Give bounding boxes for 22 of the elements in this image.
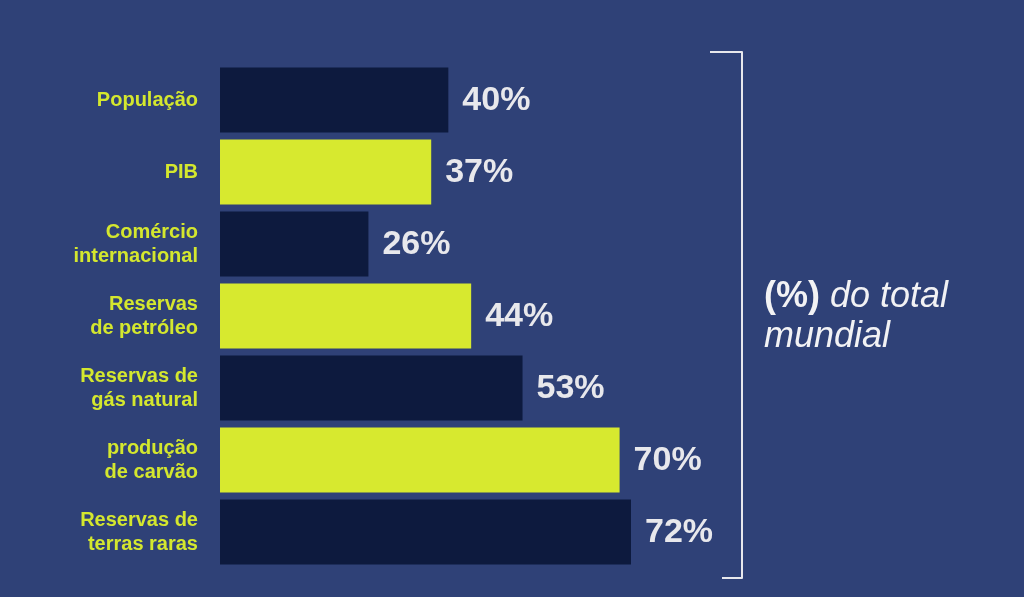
- y-tick-label: Reservas de gás natural: [80, 363, 198, 410]
- bar: [220, 211, 369, 277]
- y-tick-label: Reservas de petróleo: [90, 291, 198, 338]
- bar: [220, 427, 620, 493]
- y-tick-label: Reservas de terras raras: [80, 507, 198, 554]
- bar: [220, 67, 449, 133]
- y-tick-label: Comércio internacional: [73, 219, 198, 266]
- y-tick-label: PIB: [164, 159, 198, 182]
- data-label: 37%: [445, 151, 514, 190]
- y-tick-label: produção de carvão: [104, 435, 198, 482]
- bar: [220, 139, 432, 205]
- data-label: 44%: [485, 295, 554, 334]
- data-label: 40%: [462, 79, 531, 118]
- data-label: 70%: [633, 439, 702, 478]
- bar: [220, 355, 523, 421]
- y-tick-label: População: [96, 87, 198, 110]
- data-label: 26%: [382, 223, 451, 262]
- data-label: 53%: [536, 367, 605, 406]
- bar: [220, 499, 631, 565]
- bar: [220, 283, 472, 349]
- text: (%) do total mundial: [764, 274, 950, 355]
- data-label: 72%: [645, 511, 714, 550]
